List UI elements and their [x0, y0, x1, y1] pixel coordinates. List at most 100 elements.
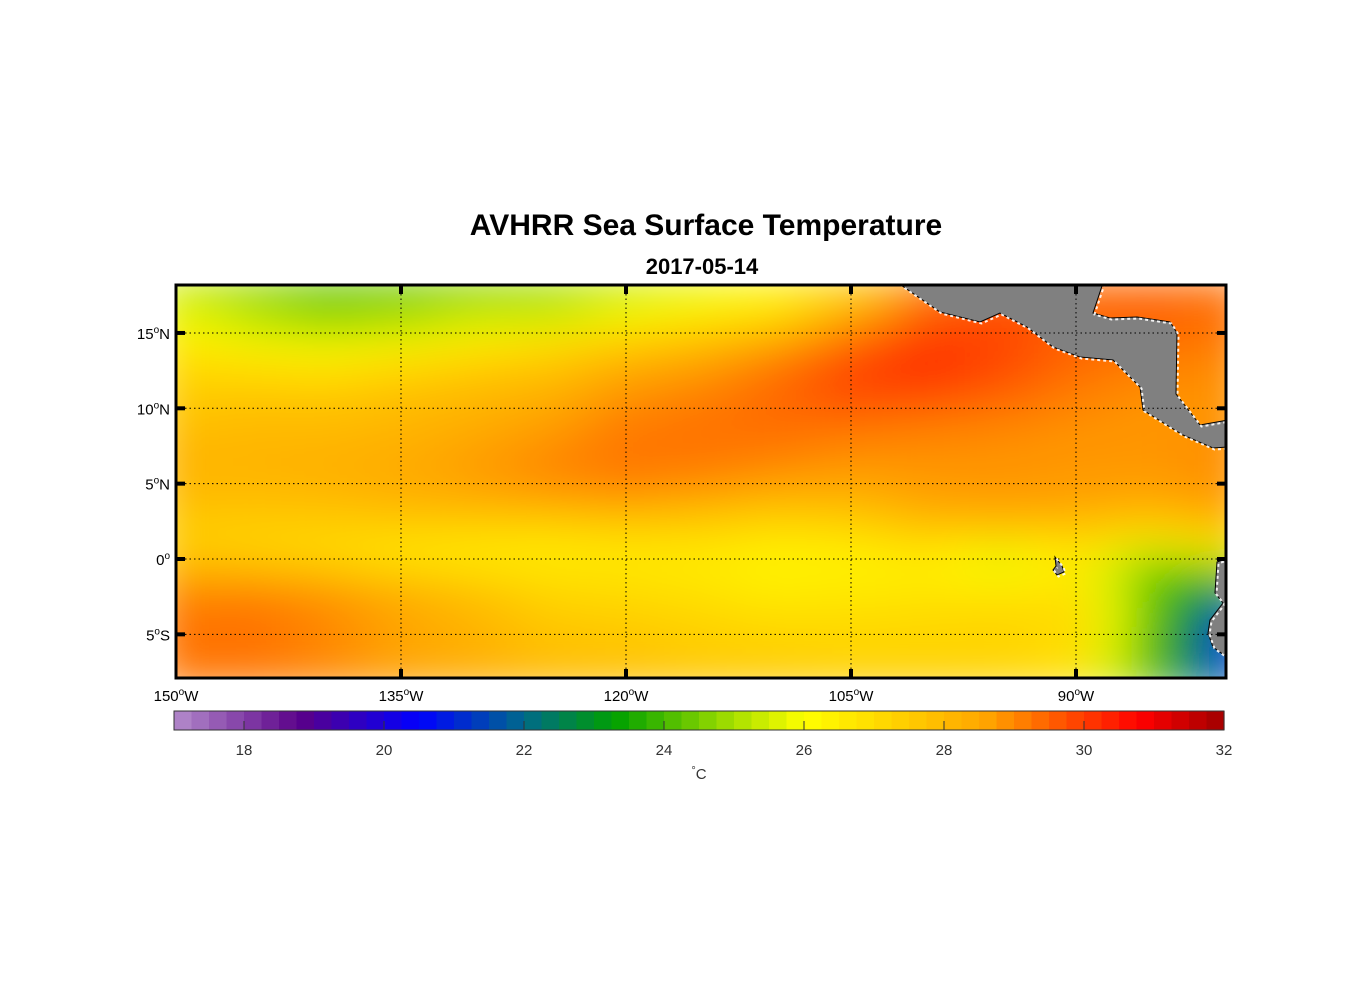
heatmap-cell: [831, 505, 872, 524]
heatmap-cell: [943, 460, 985, 479]
heatmap-cell: [493, 640, 535, 659]
heatmap-cell: [418, 285, 460, 298]
heatmap-cell: [906, 460, 947, 479]
heatmap-cell: [531, 565, 572, 584]
heatmap-cell: [1093, 490, 1135, 509]
heatmap-cell: [176, 580, 197, 599]
heatmap-cell: [176, 505, 197, 524]
heatmap-cell: [606, 655, 647, 675]
heatmap-cell: [718, 339, 760, 358]
heatmap-cell: [1093, 640, 1135, 659]
heatmap-cell: [231, 671, 272, 678]
heatmap-cell: [1018, 399, 1060, 418]
heatmap-cell: [381, 505, 422, 524]
heatmap-cell: [343, 520, 385, 539]
heatmap-cell: [756, 655, 797, 675]
heatmap-cell: [1206, 490, 1226, 509]
degree-symbol: o: [629, 687, 635, 698]
heatmap-cell: [193, 490, 235, 509]
heatmap-cell: [718, 595, 760, 614]
x-tick-value: 105: [829, 688, 854, 705]
degree-symbol: o: [179, 687, 185, 698]
heatmap-cell: [831, 655, 872, 675]
heatmap-cell: [531, 550, 572, 569]
heatmap-cell: [718, 354, 760, 373]
heatmap-cell: [418, 339, 460, 358]
heatmap-cell: [1056, 655, 1097, 675]
heatmap-cell: [1056, 460, 1097, 479]
x-tick-hemisphere: W: [1080, 688, 1095, 705]
colorbar-swatch: [786, 711, 805, 730]
heatmap-cell: [381, 565, 422, 584]
heatmap-cell: [456, 285, 497, 298]
colorbar-swatch: [979, 711, 998, 730]
heatmap-cell: [718, 294, 760, 313]
degree-symbol: o: [854, 687, 860, 698]
heatmap-cell: [868, 460, 910, 479]
heatmap-cell: [906, 640, 947, 659]
heatmap-cell: [793, 520, 835, 539]
heatmap-cell: [176, 285, 197, 298]
colorbar-swatch: [384, 711, 403, 730]
y-tick-value: 10: [137, 401, 154, 418]
heatmap-cell: [718, 369, 760, 388]
colorbar-swatch: [1136, 711, 1155, 730]
heatmap-cell: [906, 444, 947, 464]
heatmap-cell: [643, 505, 685, 524]
heatmap-cell: [943, 444, 985, 464]
coastline-mask: [1208, 559, 1226, 659]
heatmap-cell: [456, 414, 497, 433]
heatmap-cell: [1018, 625, 1060, 644]
colorbar-tick-label: 22: [516, 742, 533, 759]
heatmap-cell: [681, 399, 722, 418]
heatmap-cell: [756, 399, 797, 418]
heatmap-cell: [606, 369, 647, 388]
heatmap-cell: [643, 640, 685, 659]
heatmap-cell: [1093, 460, 1135, 479]
heatmap-cell: [306, 520, 347, 539]
heatmap-cell: [456, 625, 497, 644]
heatmap-cell: [568, 285, 610, 298]
heatmap-cell: [643, 429, 685, 448]
heatmap-cell: [568, 610, 610, 629]
heatmap-cell: [418, 535, 460, 554]
heatmap-cell: [793, 671, 835, 678]
heatmap-cell: [381, 490, 422, 509]
heatmap-cell: [418, 414, 460, 433]
heatmap-cell: [176, 354, 197, 373]
heatmap-cell: [531, 475, 572, 494]
heatmap-cell: [1168, 460, 1210, 479]
heatmap-cell: [793, 384, 835, 403]
heatmap-cell: [906, 354, 947, 373]
heatmap-cell: [943, 354, 985, 373]
heatmap-cell: [1018, 520, 1060, 539]
heatmap-cell: [718, 505, 760, 524]
heatmap-cell: [531, 444, 572, 464]
heatmap-cell: [1206, 294, 1226, 313]
heatmap-cell: [906, 520, 947, 539]
colorbar-swatch: [349, 711, 368, 730]
heatmap-cell: [1093, 384, 1135, 403]
heatmap-cell: [456, 671, 497, 678]
land-masses: [898, 285, 1226, 659]
heatmap-cell: [418, 354, 460, 373]
heatmap-cell: [568, 444, 610, 464]
degree-symbol: o: [154, 325, 160, 336]
heatmap-cell: [231, 550, 272, 569]
heatmap-cell: [943, 535, 985, 554]
colorbar-frame: [173, 710, 1225, 731]
heatmap-cell: [193, 294, 235, 313]
heatmap-cell: [1131, 580, 1172, 599]
heatmap-cell: [793, 414, 835, 433]
heatmap-cell: [718, 490, 760, 509]
heatmap-cell: [643, 580, 685, 599]
heatmap-cell: [943, 655, 985, 675]
colorbar-swatch: [191, 711, 210, 730]
heatmap-cell: [306, 399, 347, 418]
heatmap-cell: [1018, 535, 1060, 554]
heatmap-cell: [456, 399, 497, 418]
heatmap-cell: [1168, 505, 1210, 524]
heatmap-cell: [793, 655, 835, 675]
heatmap-cell: [981, 490, 1022, 509]
